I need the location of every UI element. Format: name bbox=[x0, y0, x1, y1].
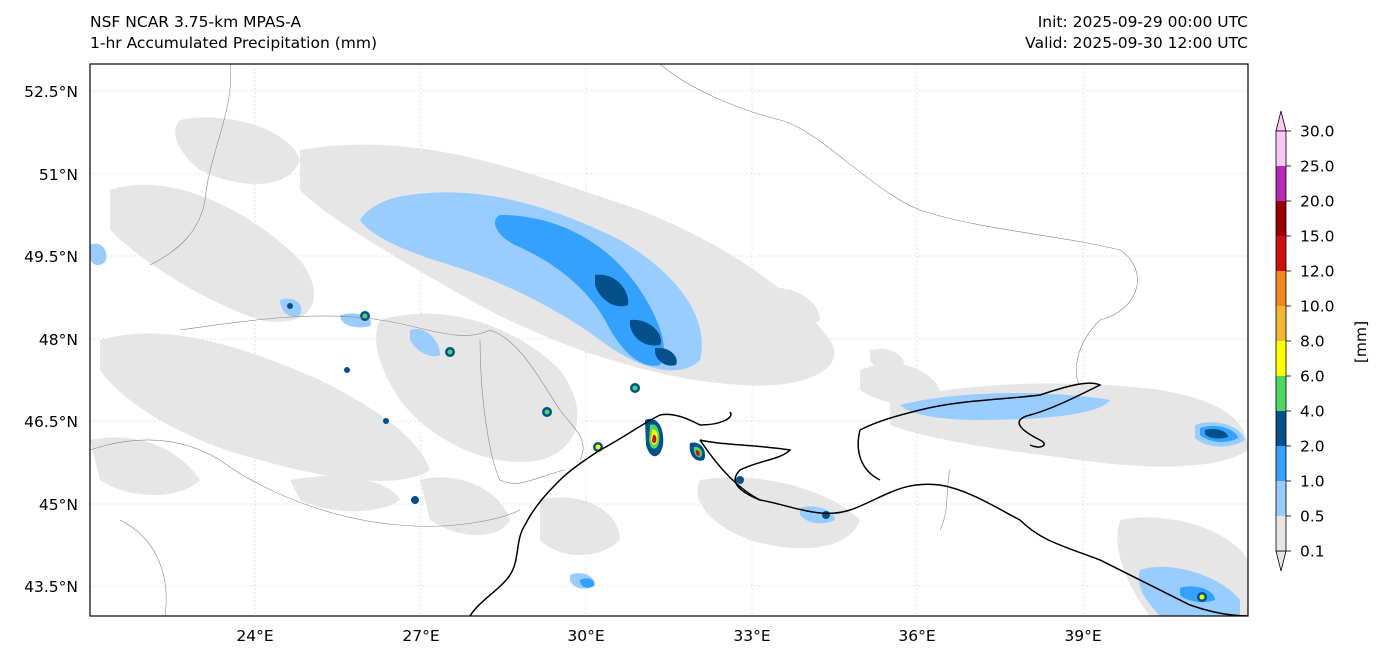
colorbar-swatch bbox=[1276, 166, 1286, 201]
colorbar-swatch bbox=[1276, 201, 1286, 236]
model-title: NSF NCAR 3.75-km MPAS-A bbox=[90, 13, 302, 31]
colorbar-swatch bbox=[1276, 446, 1286, 481]
colorbar-swatch bbox=[1276, 341, 1286, 376]
colorbar-level-label: 10.0 bbox=[1300, 298, 1335, 316]
lat-label: 52.5°N bbox=[24, 83, 78, 101]
colorbar-level-label: 0.5 bbox=[1300, 508, 1325, 526]
lon-label: 30°E bbox=[567, 627, 604, 645]
colorbar-swatch bbox=[1276, 306, 1286, 341]
colorbar-swatch bbox=[1276, 376, 1286, 411]
lon-label: 24°E bbox=[236, 627, 273, 645]
map-area bbox=[90, 64, 1248, 616]
map-title-block: NSF NCAR 3.75-km MPAS-A 1-hr Accumulated… bbox=[90, 12, 377, 54]
colorbar bbox=[1275, 110, 1291, 572]
latitude-labels: 52.5°N 51°N 49.5°N 48°N 46.5°N 45°N 43.5… bbox=[24, 83, 78, 596]
colorbar-extend-min bbox=[1275, 550, 1287, 572]
precip-convective-cores bbox=[287, 303, 1207, 602]
colorbar-level-label: 30.0 bbox=[1300, 123, 1335, 141]
colorbar-swatch bbox=[1276, 271, 1286, 306]
valid-time: Valid: 2025-09-30 12:00 UTC bbox=[1025, 34, 1248, 52]
colorbar-level-label: 8.0 bbox=[1300, 333, 1325, 351]
lon-label: 33°E bbox=[733, 627, 770, 645]
colorbar-swatch bbox=[1276, 481, 1286, 516]
colorbar-level-label: 12.0 bbox=[1300, 263, 1335, 281]
lat-label: 43.5°N bbox=[24, 578, 78, 596]
colorbar-level-label: 15.0 bbox=[1300, 228, 1335, 246]
lat-label: 49.5°N bbox=[24, 248, 78, 266]
colorbar-extend-max bbox=[1275, 110, 1287, 132]
precip-dark-blue bbox=[595, 274, 1228, 439]
init-time: Init: 2025-09-29 00:00 UTC bbox=[1037, 13, 1248, 31]
colorbar-swatch bbox=[1276, 131, 1286, 166]
colorbar-level-label: 6.0 bbox=[1300, 368, 1325, 386]
lon-label: 36°E bbox=[898, 627, 935, 645]
colorbar-level-label: 25.0 bbox=[1300, 158, 1335, 176]
colorbar-unit-label: [mm] bbox=[1352, 321, 1370, 363]
colorbar-level-label: 0.1 bbox=[1300, 543, 1325, 561]
colorbar-swatch bbox=[1276, 516, 1286, 551]
field-title: 1-hr Accumulated Precipitation (mm) bbox=[90, 34, 377, 52]
lat-label: 46.5°N bbox=[24, 413, 78, 431]
colorbar-tick-labels: 0.1 0.5 1.0 2.0 4.0 6.0 8.0 10.0 12.0 15.0 20.0 25.… bbox=[1300, 123, 1335, 561]
coastlines bbox=[469, 382, 1248, 616]
colorbar-level-label: 20.0 bbox=[1300, 193, 1335, 211]
time-block: Init: 2025-09-29 00:00 UTC Valid: 2025-0… bbox=[1025, 12, 1248, 54]
lon-label: 39°E bbox=[1064, 627, 1101, 645]
longitude-labels: 24°E 27°E 30°E 33°E 36°E 39°E bbox=[236, 627, 1101, 645]
colorbar-swatch bbox=[1276, 411, 1286, 446]
lat-label: 45°N bbox=[39, 496, 78, 514]
lon-label: 27°E bbox=[402, 627, 439, 645]
colorbar-swatch bbox=[1276, 236, 1286, 271]
map-frame bbox=[89, 63, 1249, 617]
colorbar-level-label: 4.0 bbox=[1300, 403, 1325, 421]
country-borders bbox=[90, 64, 1138, 616]
lat-label: 51°N bbox=[39, 166, 78, 184]
colorbar-level-label: 2.0 bbox=[1300, 438, 1325, 456]
colorbar-level-label: 1.0 bbox=[1300, 473, 1325, 491]
lat-label: 48°N bbox=[39, 331, 78, 349]
